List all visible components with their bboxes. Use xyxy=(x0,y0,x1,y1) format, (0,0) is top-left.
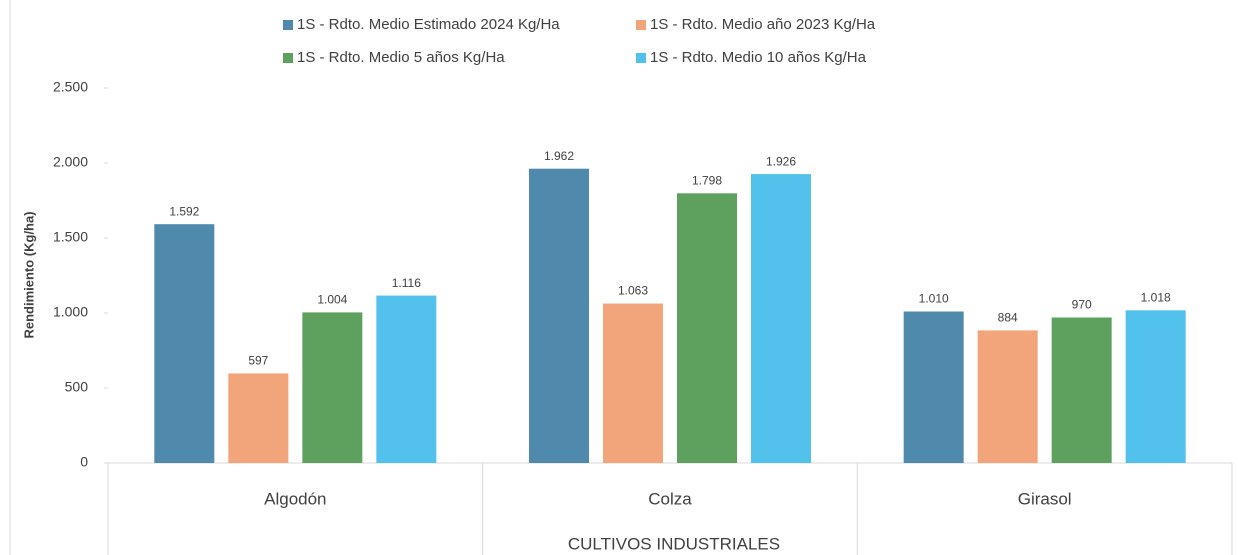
y-tick-label: 1.500 xyxy=(53,229,88,245)
value-label: 970 xyxy=(1072,298,1092,312)
value-label: 1.010 xyxy=(919,292,949,306)
value-label: 884 xyxy=(998,311,1018,325)
legend-label: 1S - Rdto. Medio año 2023 Kg/Ha xyxy=(650,16,876,33)
legend-swatch xyxy=(283,53,293,63)
x-tick-label: Colza xyxy=(648,489,692,508)
legend-label: 1S - Rdto. Medio Estimado 2024 Kg/Ha xyxy=(297,16,560,33)
bar xyxy=(1125,310,1186,463)
value-label: 1.063 xyxy=(618,284,648,298)
value-label: 1.962 xyxy=(544,149,574,163)
y-tick-label: 500 xyxy=(65,379,89,395)
x-tick-label: Girasol xyxy=(1018,489,1072,508)
y-tick-label: 0 xyxy=(80,454,88,470)
value-label: 1.926 xyxy=(766,154,796,168)
value-label: 1.116 xyxy=(392,276,421,290)
value-label: 1.592 xyxy=(169,204,199,218)
bar xyxy=(154,224,215,463)
legend-swatch xyxy=(636,20,646,30)
y-tick-label: 1.000 xyxy=(53,304,88,320)
value-label: 597 xyxy=(248,354,268,368)
y-axis-title: Rendimiento (Kg/ha) xyxy=(21,211,36,338)
bar xyxy=(903,311,964,463)
bar xyxy=(677,193,737,464)
bar xyxy=(977,330,1038,463)
x-axis-title: CULTIVOS INDUSTRIALES xyxy=(568,534,780,553)
legend-swatch xyxy=(283,20,293,30)
bar xyxy=(228,373,289,463)
x-tick-label: Algodón xyxy=(264,489,326,508)
y-tick-label: 2.000 xyxy=(53,154,88,170)
bar xyxy=(603,303,663,463)
value-label: 1.798 xyxy=(692,173,722,187)
legend-swatch xyxy=(636,53,646,63)
legend-label: 1S - Rdto. Medio 10 años Kg/Ha xyxy=(650,49,867,66)
legend-label: 1S - Rdto. Medio 5 años Kg/Ha xyxy=(297,49,505,66)
value-label: 1.018 xyxy=(1141,290,1171,304)
bar xyxy=(1051,317,1112,463)
bar xyxy=(529,168,589,463)
y-tick-label: 2.500 xyxy=(53,79,88,95)
bar xyxy=(302,312,363,463)
bar xyxy=(751,174,811,463)
bar xyxy=(376,295,437,463)
value-label: 1.004 xyxy=(317,293,347,307)
